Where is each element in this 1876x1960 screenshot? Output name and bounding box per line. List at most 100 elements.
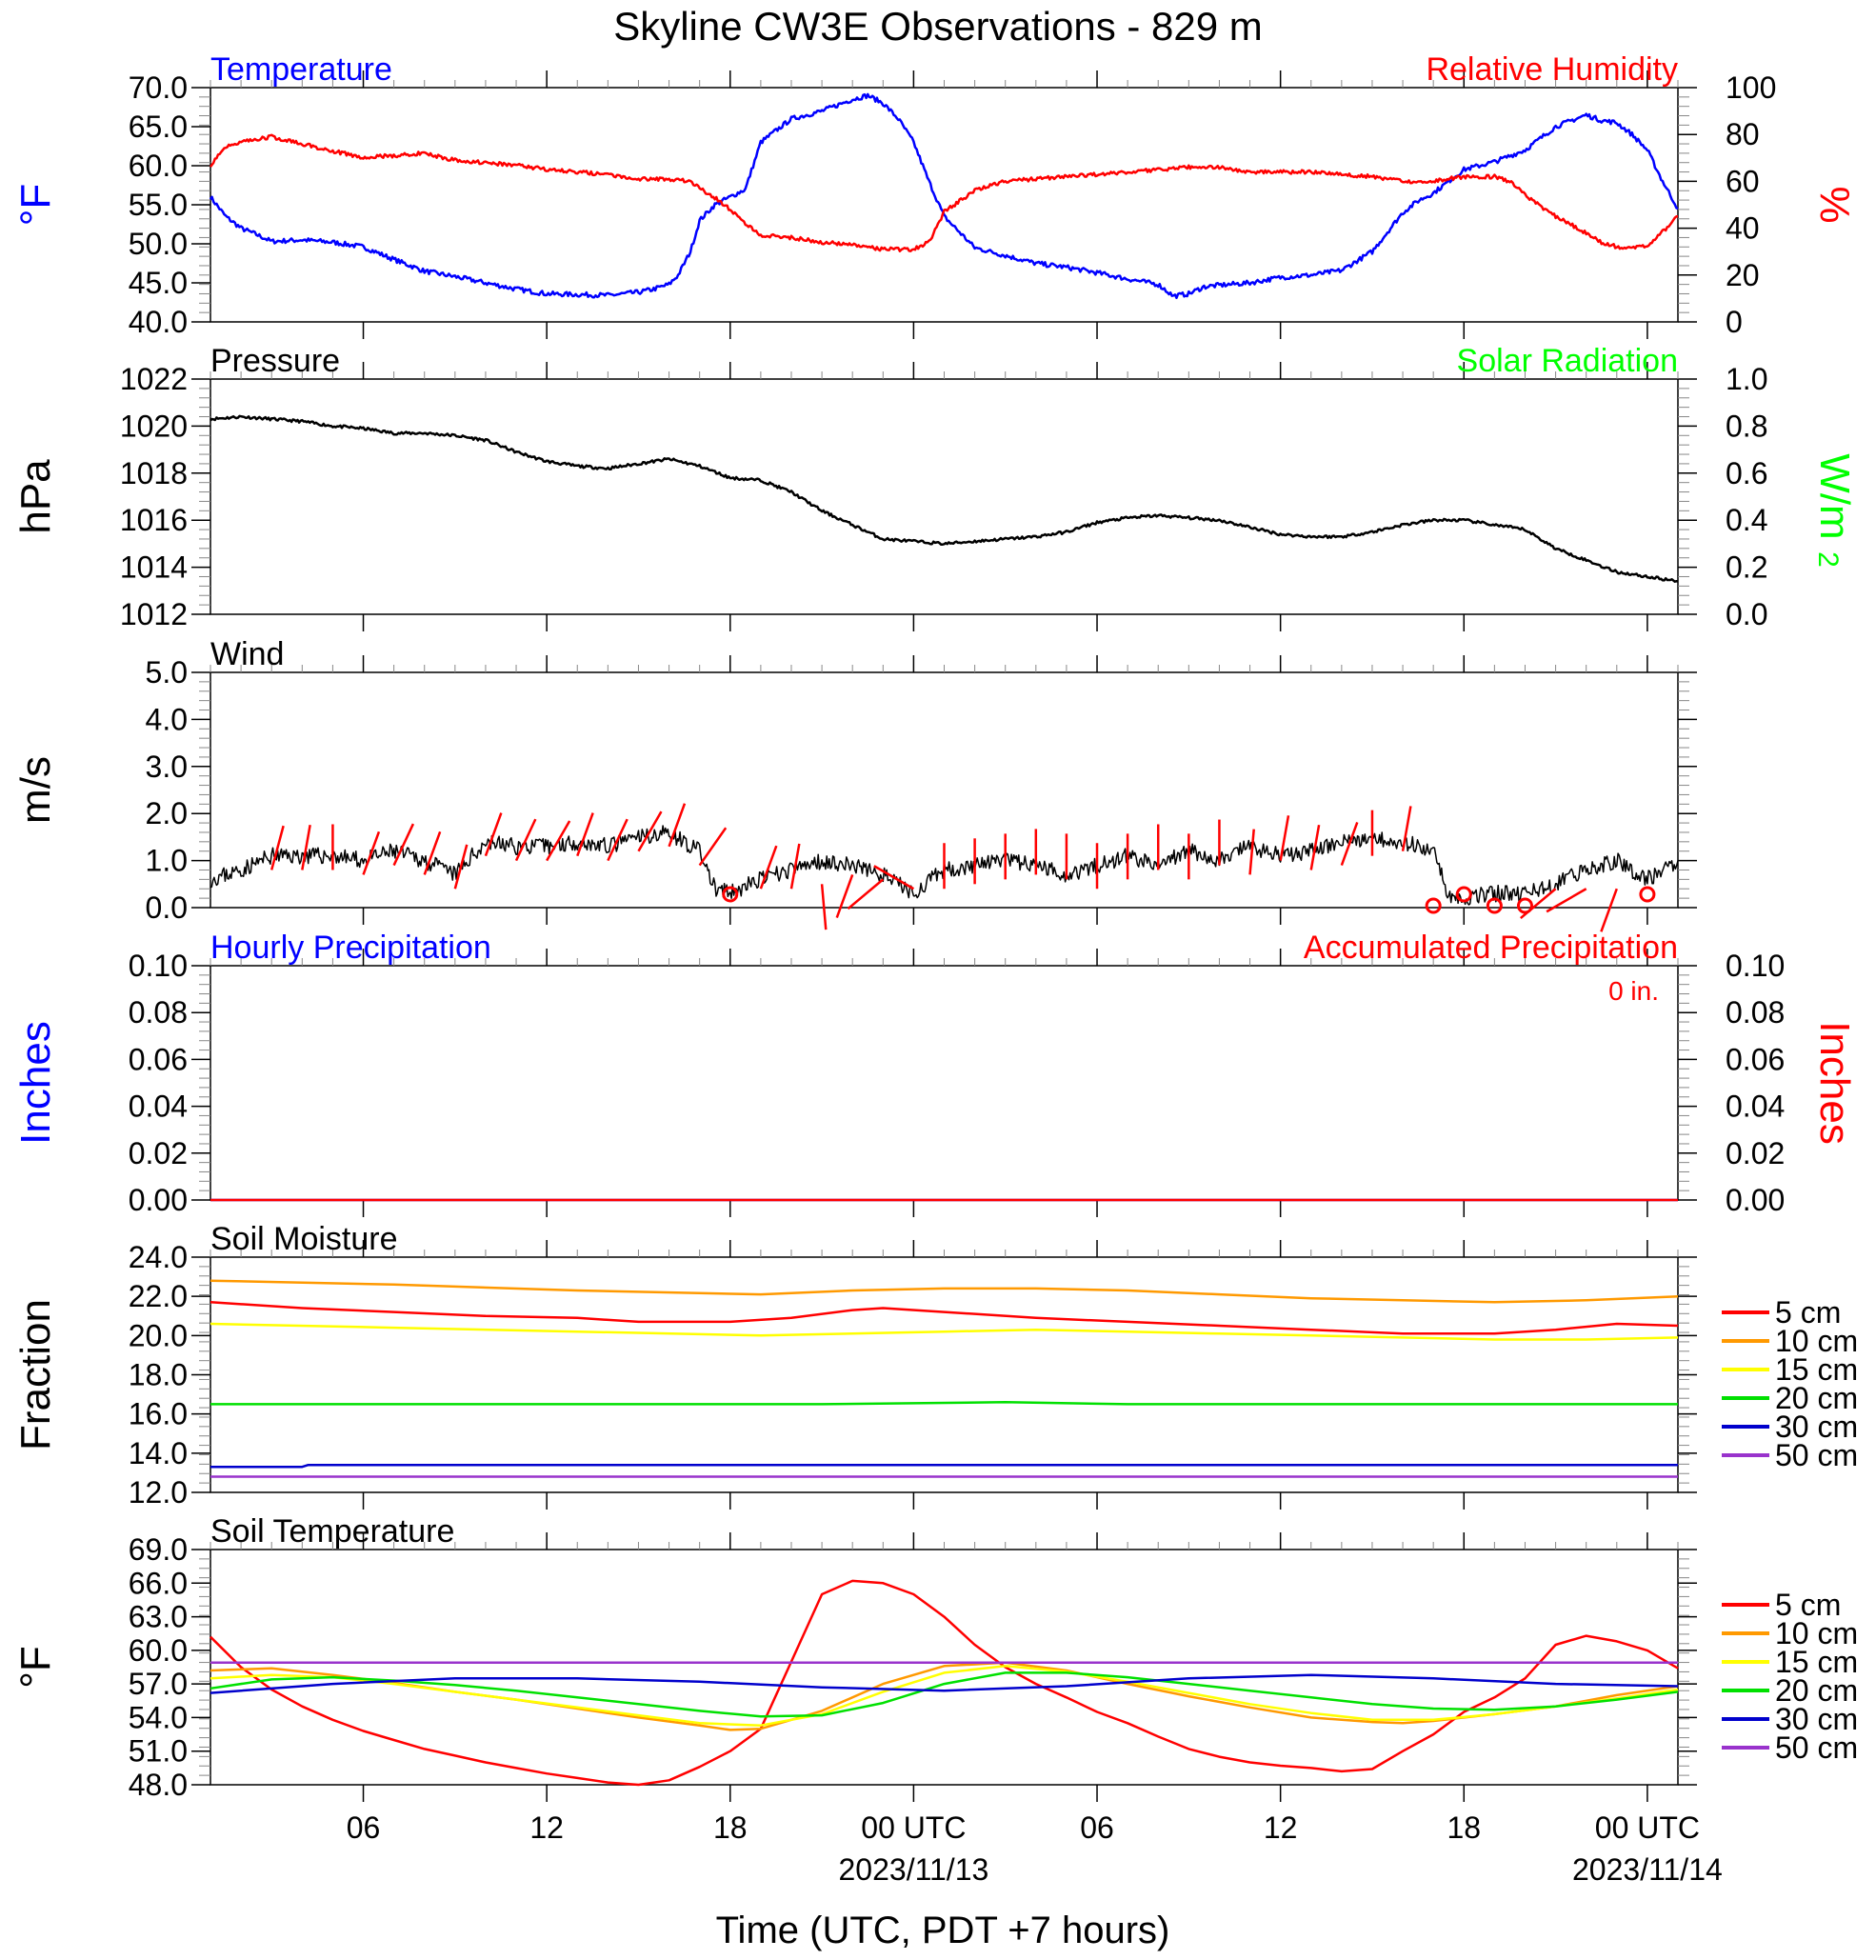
x-tick-date-label: 2023/11/14: [1572, 1852, 1723, 1887]
y-tick-label: 54.0: [129, 1700, 188, 1734]
y-axis-label: Fraction: [12, 1299, 59, 1450]
wind-barb: [423, 830, 442, 875]
accum-total: 0 in.: [1608, 976, 1659, 1006]
wind-barb: [1600, 888, 1618, 932]
y-tick-right-label: 20: [1726, 258, 1760, 292]
y-tick-right-label: 80: [1726, 117, 1760, 151]
y-tick-right-label: 0.08: [1726, 995, 1785, 1030]
y-tick-label: 1012: [120, 597, 188, 631]
plot-frame: [210, 965, 1679, 1201]
y-tick-label: 0.10: [129, 949, 188, 983]
legend-label: 10 cm: [1775, 1324, 1858, 1358]
wind-barb: [514, 818, 537, 862]
wind-barb: [392, 823, 415, 867]
y-tick-right-label: 0.2: [1726, 550, 1767, 585]
x-tick-label: 06: [347, 1810, 381, 1845]
legend-label: 10 cm: [1775, 1616, 1858, 1650]
x-tick-label: 18: [1447, 1810, 1481, 1845]
x-tick-label: 12: [1264, 1810, 1298, 1845]
x-tick-date-label: 2023/11/13: [839, 1852, 989, 1887]
wind-barb: [1340, 822, 1359, 866]
wind-barb: [668, 803, 687, 848]
y-tick-label: 2.0: [146, 796, 188, 830]
y-tick-right-label: 100: [1726, 70, 1776, 105]
x-tick-label: 00 UTC: [1595, 1810, 1700, 1845]
wind-barb: [1546, 888, 1587, 913]
y-tick-label: 0.00: [129, 1183, 188, 1217]
y-tick-label: 12.0: [129, 1475, 188, 1510]
y-tick-label: 48.0: [129, 1768, 188, 1802]
y-axis-right-label-superscript: 2: [1812, 551, 1844, 568]
chart-panels: 40.0 45.0 50.0 55.0 60.0 65.0 70.0 0 20 40 60 80 100…: [12, 51, 1858, 1887]
panel-right-title: Accumulated Precipitation: [1304, 930, 1678, 966]
wind-barb: [484, 812, 503, 857]
y-tick-label: 0.04: [129, 1090, 188, 1124]
series-line: [209, 92, 1679, 300]
panel-soil_moisture: 12.0 14.0 16.0 18.0 20.0 22.0 24.0 Soil Moistur…: [12, 1221, 1858, 1510]
y-tick-label: 66.0: [129, 1566, 188, 1600]
x-axis-label: Time (UTC, PDT +7 hours): [716, 1910, 1170, 1951]
panel-precipitation: 0.00 0.02 0.04 0.06 0.08 0.10 0.00 0.02 0.04 0.06…: [12, 930, 1858, 1217]
y-tick-label: 1.0: [146, 844, 188, 878]
y-tick-right-label: 0.8: [1726, 409, 1767, 443]
y-tick-label: 1020: [120, 409, 188, 443]
legend-label: 5 cm: [1775, 1295, 1841, 1330]
y-axis-label: Inches: [12, 1021, 59, 1145]
series-line: [210, 1665, 1679, 1727]
y-axis-right-label: Inches: [1811, 1021, 1858, 1145]
wind-barb-calm: [1516, 897, 1533, 914]
y-tick-right-label: 0.4: [1726, 503, 1767, 537]
wind-barb: [270, 825, 285, 870]
x-tick-label: 18: [713, 1810, 748, 1845]
legend-label: 15 cm: [1775, 1352, 1858, 1387]
wind-barb: [698, 827, 728, 867]
x-tick-label: 12: [529, 1810, 564, 1845]
y-tick-right-label: 0.6: [1726, 456, 1767, 490]
wind-barb-calm: [1486, 897, 1503, 914]
x-tick-label: 00 UTC: [861, 1810, 966, 1845]
legend-label: 20 cm: [1775, 1673, 1858, 1708]
wind-barb: [759, 845, 778, 890]
wind-barb: [835, 873, 854, 918]
wind-barb: [1401, 806, 1412, 851]
y-tick-label: 4.0: [146, 702, 188, 736]
y-axis-right-label: %: [1811, 186, 1858, 223]
panel-title: Soil Moisture: [210, 1221, 398, 1257]
wind-barb-calm: [1455, 886, 1472, 903]
y-axis-right-label: W/m: [1811, 453, 1858, 539]
panel-right-title: Relative Humidity: [1426, 51, 1678, 88]
y-tick-label: 1014: [120, 550, 188, 585]
y-tick-label: 45.0: [129, 266, 188, 300]
panel-wind: 0.0 1.0 2.0 3.0 4.0 5.0 Wind m/s: [12, 636, 1697, 932]
series-line: [210, 1322, 1679, 1341]
y-tick-right-label: 0.02: [1726, 1136, 1785, 1170]
panel-temperature_humidity: 40.0 45.0 50.0 55.0 60.0 65.0 70.0 0 20 40 60 80 100…: [12, 51, 1858, 339]
plot-frame: [210, 87, 1679, 323]
wind-barb: [789, 843, 801, 890]
y-tick-label: 65.0: [129, 110, 188, 144]
y-tick-right-label: 0: [1726, 305, 1743, 339]
panel-title: Temperature: [210, 51, 392, 88]
y-tick-label: 55.0: [129, 188, 188, 222]
y-tick-right-label: 0.06: [1726, 1042, 1785, 1076]
series-line: [210, 1279, 1679, 1304]
series-line: [210, 133, 1678, 252]
panel-pressure_solar: 1012 1014 1016 1018 1020 1022 0.0 0.2 0.4 0.6 0.8 1…: [12, 343, 1858, 631]
series-line: [210, 1671, 1679, 1718]
wind-barb: [847, 878, 885, 910]
legend-label: 5 cm: [1775, 1588, 1841, 1622]
y-tick-label: 3.0: [146, 750, 188, 784]
plot-frame: [210, 1256, 1679, 1493]
legend-label: 30 cm: [1775, 1410, 1858, 1444]
y-tick-right-label: 0.00: [1726, 1183, 1785, 1217]
y-tick-label: 69.0: [129, 1532, 188, 1567]
y-tick-label: 14.0: [129, 1436, 188, 1470]
series-line: [210, 1673, 1679, 1694]
panel-title: Hourly Precipitation: [210, 930, 491, 966]
y-tick-label: 16.0: [129, 1397, 188, 1431]
series-line: [210, 1579, 1679, 1787]
panel-soil_temperature: 48.051.054.057.060.063.066.069.0 Soil Tem…: [12, 1513, 1858, 1802]
y-tick-right-label: 40: [1726, 211, 1760, 246]
y-tick-label: 51.0: [129, 1734, 188, 1769]
y-tick-label: 0.02: [129, 1136, 188, 1170]
